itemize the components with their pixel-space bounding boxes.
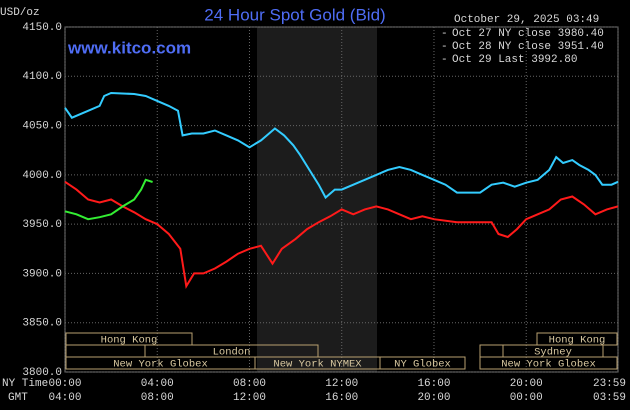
session-box bbox=[479, 344, 504, 358]
session-label: Hong Kong bbox=[549, 334, 606, 346]
legend-label: Oct 27 NY close 3980.40 bbox=[452, 28, 604, 40]
y-tick-label: 3850.0 bbox=[22, 318, 62, 330]
session-label: NY Globex bbox=[394, 358, 451, 370]
legend-label: Oct 28 NY close 3951.40 bbox=[452, 41, 604, 53]
session-box bbox=[479, 356, 618, 370]
watermark: www.kitco.com bbox=[67, 38, 191, 57]
gmt-tick-label: 08:00 bbox=[141, 392, 174, 404]
gmt-tick-label: 16:00 bbox=[325, 392, 358, 404]
session-label: New York NYMEX bbox=[273, 358, 362, 370]
x-tick-label: 23:59 bbox=[593, 378, 626, 390]
session-box bbox=[65, 344, 146, 358]
session-label: London bbox=[213, 346, 251, 358]
series-line bbox=[64, 180, 619, 290]
x-tick-label: 00:00 bbox=[48, 378, 81, 390]
x-tick-label: 08:00 bbox=[233, 378, 266, 390]
series-line bbox=[64, 91, 619, 200]
gmt-tick-label: 00:00 bbox=[510, 392, 543, 404]
y-tick-label: 3900.0 bbox=[22, 268, 62, 280]
timestamp: October 29, 2025 03:49 bbox=[454, 14, 599, 26]
session-box bbox=[379, 356, 466, 370]
nymex-shade bbox=[257, 27, 377, 372]
session-label: New York Globex bbox=[113, 358, 208, 370]
legend-marker: - bbox=[441, 41, 448, 53]
y-tick-label: 4000.0 bbox=[22, 170, 62, 182]
x-row-label: GMT bbox=[8, 392, 28, 404]
y-tick-label: 4050.0 bbox=[22, 120, 62, 132]
session-label: Hong Kong bbox=[101, 334, 158, 346]
y-tick-label: 3800.0 bbox=[22, 367, 62, 379]
gmt-tick-label: 20:00 bbox=[417, 392, 450, 404]
gmt-tick-label: 12:00 bbox=[233, 392, 266, 404]
y-tick-label: 4100.0 bbox=[22, 71, 62, 83]
legend-label: Oct 29 Last 3992.80 bbox=[452, 54, 577, 66]
x-tick-label: 16:00 bbox=[417, 378, 450, 390]
legend-marker: - bbox=[441, 28, 448, 40]
y-tick-label: 4150.0 bbox=[22, 22, 62, 34]
series-line bbox=[64, 178, 153, 221]
y-unit: USD/oz bbox=[0, 7, 40, 19]
x-row-label: NY Time bbox=[2, 378, 48, 390]
gmt-tick-label: 04:00 bbox=[48, 392, 81, 404]
y-tick-label: 3950.0 bbox=[22, 219, 62, 231]
gmt-tick-label: 03:59 bbox=[593, 392, 626, 404]
legend-marker: - bbox=[441, 54, 448, 66]
chart-title: 24 Hour Spot Gold (Bid) bbox=[204, 5, 385, 24]
x-tick-label: 04:00 bbox=[141, 378, 174, 390]
x-tick-label: 20:00 bbox=[510, 378, 543, 390]
session-label: New York Globex bbox=[501, 358, 596, 370]
x-tick-label: 12:00 bbox=[325, 378, 358, 390]
session-label: Sydney bbox=[534, 346, 572, 358]
